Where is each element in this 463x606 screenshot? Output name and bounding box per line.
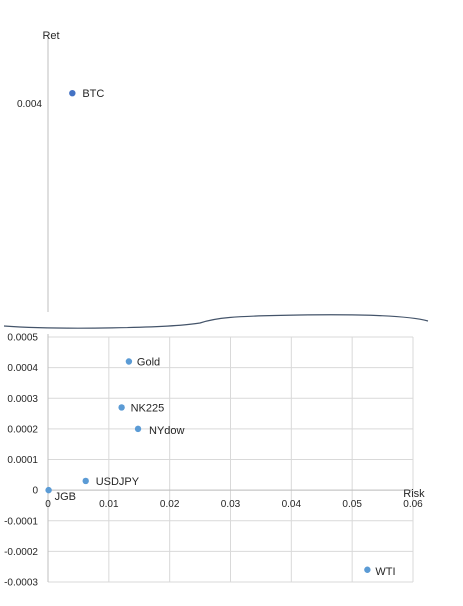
x-tick-label: 0.05 <box>342 499 362 510</box>
tick-labels: 0.0005 0.0004 0.0003 0.0002 0.0001 0 -0.0001 -0… <box>4 99 423 589</box>
data-label-jgb: JGB <box>55 491 76 503</box>
plot-gridlines <box>47 336 414 583</box>
y-tick-label: 0.0002 <box>7 424 38 435</box>
x-axis-label: Risk <box>403 488 425 500</box>
data-point-usdjpy <box>82 477 89 485</box>
y-tick-label: 0.004 <box>17 99 42 110</box>
data-point-jgb <box>45 486 52 494</box>
y-axis-label: Ret <box>42 30 59 42</box>
plot-axes <box>0 38 463 582</box>
x-tick-label: 0.03 <box>221 499 241 510</box>
data-label-btc: BTC <box>82 88 104 100</box>
data-point-btc <box>69 90 76 97</box>
x-tick-label: 0.01 <box>99 499 119 510</box>
x-tick-label: 0.02 <box>160 499 180 510</box>
y-tick-label: 0.0003 <box>7 394 38 405</box>
data-point-nydow <box>134 425 142 433</box>
y-tick-label: 0 <box>32 486 38 497</box>
x-tick-label: 0.06 <box>403 499 423 510</box>
y-tick-label: -0.0002 <box>4 547 38 558</box>
data-points: BTC Gold NK225 NYdow USDJPY JGB WTI <box>45 88 396 578</box>
axis-break-curve <box>3 314 429 329</box>
data-point-gold <box>125 358 133 365</box>
data-label-nydow: NYdow <box>149 425 185 437</box>
data-point-nk225 <box>118 404 125 411</box>
y-tick-label: -0.0003 <box>4 578 38 589</box>
axis-break-band <box>0 312 463 334</box>
data-label-gold: Gold <box>137 357 160 369</box>
y-tick-label: 0.0004 <box>7 363 38 374</box>
data-point-wti <box>364 566 371 573</box>
y-tick-label: 0.0005 <box>7 333 38 344</box>
data-label-nk225: NK225 <box>131 402 165 414</box>
y-tick-label: -0.0001 <box>4 516 38 527</box>
data-label-usdjpy: USDJPY <box>96 476 140 488</box>
x-tick-label: 0 <box>45 499 51 510</box>
y-tick-label: 0.0001 <box>7 455 38 466</box>
data-label-wti: WTI <box>375 566 395 578</box>
x-tick-label: 0.04 <box>282 499 302 510</box>
